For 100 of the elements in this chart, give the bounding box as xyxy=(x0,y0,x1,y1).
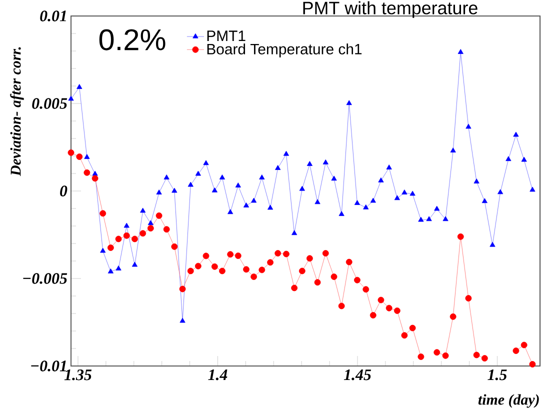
point xyxy=(450,313,456,320)
point xyxy=(338,211,344,216)
point xyxy=(442,216,448,222)
point xyxy=(203,160,209,166)
point xyxy=(292,230,298,236)
point xyxy=(147,225,154,232)
x-tick-label: 1.5 xyxy=(488,370,507,380)
point xyxy=(466,124,472,129)
point xyxy=(457,233,464,240)
point xyxy=(354,200,360,205)
point xyxy=(275,165,281,170)
y-axis-title: Deviation- after corr. xyxy=(10,47,24,176)
point xyxy=(450,148,456,152)
point xyxy=(306,255,313,262)
point xyxy=(156,212,162,219)
point xyxy=(363,204,369,210)
point xyxy=(331,176,337,181)
point xyxy=(219,268,226,274)
point xyxy=(481,355,488,362)
point xyxy=(354,276,360,284)
point xyxy=(68,96,74,101)
y-tick-label: 0.01 xyxy=(40,10,66,22)
point xyxy=(179,286,186,292)
x-tick-label: 1.45 xyxy=(344,370,372,380)
point xyxy=(156,190,162,194)
point xyxy=(426,216,432,222)
point xyxy=(187,268,194,274)
point xyxy=(76,154,83,160)
point xyxy=(108,268,114,274)
point xyxy=(330,274,338,280)
point xyxy=(490,242,496,247)
point xyxy=(512,348,520,354)
point xyxy=(202,252,210,260)
point xyxy=(132,262,138,267)
point xyxy=(434,349,440,356)
point xyxy=(386,164,392,170)
point xyxy=(235,182,241,188)
legend-label: PMT1 xyxy=(207,30,246,41)
point xyxy=(228,209,234,214)
point xyxy=(212,187,218,192)
point xyxy=(378,296,384,304)
point xyxy=(267,259,274,266)
point xyxy=(314,199,320,204)
point xyxy=(418,216,424,222)
point xyxy=(401,332,408,339)
point xyxy=(298,268,306,274)
point xyxy=(322,250,329,256)
annotation: 0.2% xyxy=(99,29,166,50)
point xyxy=(506,156,512,162)
point xyxy=(68,149,74,156)
y-tick-label: 0 xyxy=(60,186,68,196)
point xyxy=(140,208,146,213)
x-tick-label: 1.35 xyxy=(64,370,92,380)
point xyxy=(520,342,528,348)
point xyxy=(513,132,519,137)
point xyxy=(259,174,265,180)
point xyxy=(188,182,194,187)
point xyxy=(180,318,186,323)
point xyxy=(219,174,226,180)
point xyxy=(92,170,98,176)
point xyxy=(322,159,328,164)
point xyxy=(258,266,266,274)
point xyxy=(163,226,170,233)
point xyxy=(274,250,282,256)
point xyxy=(409,324,416,332)
point xyxy=(251,198,257,203)
point xyxy=(410,190,416,196)
point xyxy=(402,190,408,194)
point xyxy=(386,304,392,312)
point xyxy=(521,156,527,162)
point xyxy=(434,206,440,211)
point xyxy=(172,188,178,193)
point xyxy=(394,308,400,314)
point xyxy=(394,195,400,200)
point xyxy=(116,266,122,270)
point xyxy=(314,279,321,286)
point xyxy=(100,210,106,217)
point xyxy=(267,204,274,210)
y-tick-label: −0.005 xyxy=(23,273,68,284)
point xyxy=(482,198,488,204)
point xyxy=(283,250,290,258)
point xyxy=(306,161,312,166)
point xyxy=(243,266,250,273)
point xyxy=(243,202,250,208)
point xyxy=(362,286,370,293)
point xyxy=(164,174,170,180)
point xyxy=(291,284,298,292)
point xyxy=(473,352,480,358)
point xyxy=(140,230,146,237)
point xyxy=(115,236,122,242)
point xyxy=(92,175,98,182)
point xyxy=(100,248,106,253)
point xyxy=(498,189,504,194)
point xyxy=(84,154,90,159)
point xyxy=(123,232,130,239)
point xyxy=(442,352,449,359)
point xyxy=(227,251,234,258)
point xyxy=(211,263,218,270)
point xyxy=(171,243,178,250)
y-tick-label: 0.005 xyxy=(32,98,68,109)
